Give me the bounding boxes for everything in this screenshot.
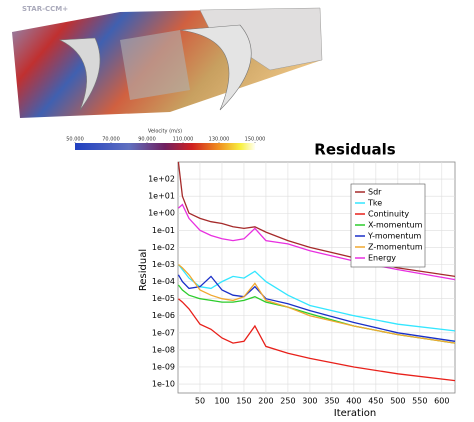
y-tick-label: 1e-05	[152, 294, 175, 303]
logo: STAR-CCM+	[22, 5, 68, 13]
blade	[58, 37, 101, 111]
y-axis-label: Residual	[138, 249, 149, 291]
y-tick-label: 1e-02	[152, 243, 175, 252]
series-line	[177, 203, 456, 281]
legend-label: Tke	[367, 199, 382, 208]
x-tick-label: 600	[434, 397, 449, 406]
y-tick-label: 1e-06	[152, 311, 175, 320]
colorbar-tick-label: 50.000	[66, 137, 84, 143]
y-tick-label: 1e-03	[152, 260, 175, 269]
legend-label: X-momentum	[368, 221, 423, 230]
colorbar-tick-label: 110.000	[173, 137, 194, 143]
y-tick-label: 1e-10	[152, 380, 175, 389]
x-tick-label: 300	[302, 397, 317, 406]
x-tick-label: 350	[324, 397, 339, 406]
legend-label: Sdr	[368, 188, 382, 197]
x-tick-label: 450	[368, 397, 383, 406]
chart-title: Residuals	[314, 141, 395, 159]
series-line	[177, 264, 456, 344]
y-tick-label: 1e+02	[148, 175, 175, 184]
x-tick-label: 400	[346, 397, 361, 406]
series-line	[177, 298, 456, 382]
y-tick-label: 1e-04	[152, 277, 175, 286]
legend-label: Y-momentum	[367, 232, 422, 241]
colorbar-tick-label: 70.000	[102, 137, 120, 143]
x-tick-label: 200	[258, 397, 273, 406]
y-tick-label: 1e-08	[152, 345, 175, 354]
colorbar-gradient	[75, 143, 255, 150]
x-tick-label: 550	[412, 397, 427, 406]
y-tick-label: 1e-09	[152, 362, 175, 371]
y-tick-label: 1e-01	[152, 226, 175, 235]
cfd-render: STAR-CCM+	[12, 5, 323, 118]
y-tick-label: 1e+01	[148, 192, 175, 201]
x-tick-label: 150	[236, 397, 251, 406]
colorbar-title: Velocity (m/s)	[148, 129, 182, 135]
colorbar: Velocity (m/s) 50.000 70.000 90.000 110.000…	[66, 129, 266, 150]
series-line	[177, 161, 456, 278]
x-tick-label: 250	[280, 397, 295, 406]
x-tick-label: 500	[390, 397, 405, 406]
y-tick-label: 1e-07	[152, 328, 175, 337]
y-tick-label: 1e+00	[148, 209, 175, 218]
x-tick-label: 100	[214, 397, 229, 406]
chart: Residuals Iteration Residual 1e-10 1e-09 1…	[138, 141, 456, 419]
legend-label: Continuity	[368, 210, 409, 219]
colorbar-tick-label: 130.000	[209, 137, 230, 143]
colorbar-tick-label: 150.000	[245, 137, 266, 143]
legend: Sdr Tke Continuity X-momentum Y-momentum Z-mo…	[350, 183, 426, 268]
x-tick-label: 50	[195, 397, 205, 406]
legend-label: Z-momentum	[368, 243, 423, 252]
colorbar-tick-label: 90.000	[138, 137, 156, 143]
x-axis-label: Iteration	[334, 408, 376, 419]
legend-label: Energy	[368, 254, 396, 263]
duct-wall	[199, 7, 323, 71]
blade	[179, 24, 252, 111]
hub	[120, 30, 190, 100]
